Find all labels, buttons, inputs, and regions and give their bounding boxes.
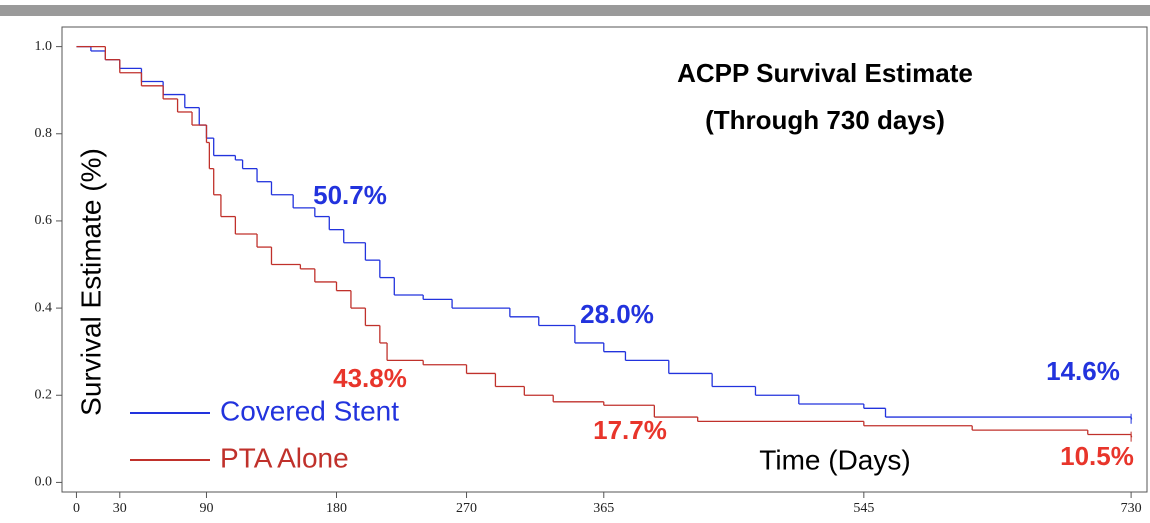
legend-label: Covered Stent [220, 395, 399, 426]
chart-subtitle: (Through 730 days) [705, 105, 945, 135]
y-tick-label: 1.0 [35, 39, 53, 54]
y-tick-label: 0.6 [35, 213, 53, 228]
x-tick-label: 270 [456, 501, 477, 516]
annotation: 28.0% [580, 299, 654, 329]
annotation: 17.7% [593, 415, 667, 445]
x-tick-label: 0 [73, 501, 80, 516]
y-axis-label: Survival Estimate (%) [75, 148, 106, 416]
x-axis-label: Time (Days) [759, 444, 910, 475]
annotation: 43.8% [333, 363, 407, 393]
x-tick-label: 365 [593, 501, 614, 516]
top-bar [0, 5, 1150, 16]
chart-title: ACPP Survival Estimate [677, 58, 973, 88]
legend-label: PTA Alone [220, 442, 349, 473]
y-tick-label: 0.8 [35, 126, 53, 141]
annotation: 50.7% [313, 180, 387, 210]
x-tick-label: 730 [1121, 501, 1142, 516]
y-tick-label: 0.0 [35, 475, 53, 490]
x-tick-label: 90 [199, 501, 213, 516]
y-tick-label: 0.2 [35, 387, 53, 402]
x-tick-label: 545 [853, 501, 874, 516]
annotation: 14.6% [1046, 356, 1120, 386]
plot-frame [61, 26, 1148, 493]
x-tick-label: 30 [113, 501, 127, 516]
annotation: 10.5% [1060, 441, 1134, 471]
x-tick-label: 180 [326, 501, 347, 516]
y-tick-label: 0.4 [35, 300, 53, 315]
